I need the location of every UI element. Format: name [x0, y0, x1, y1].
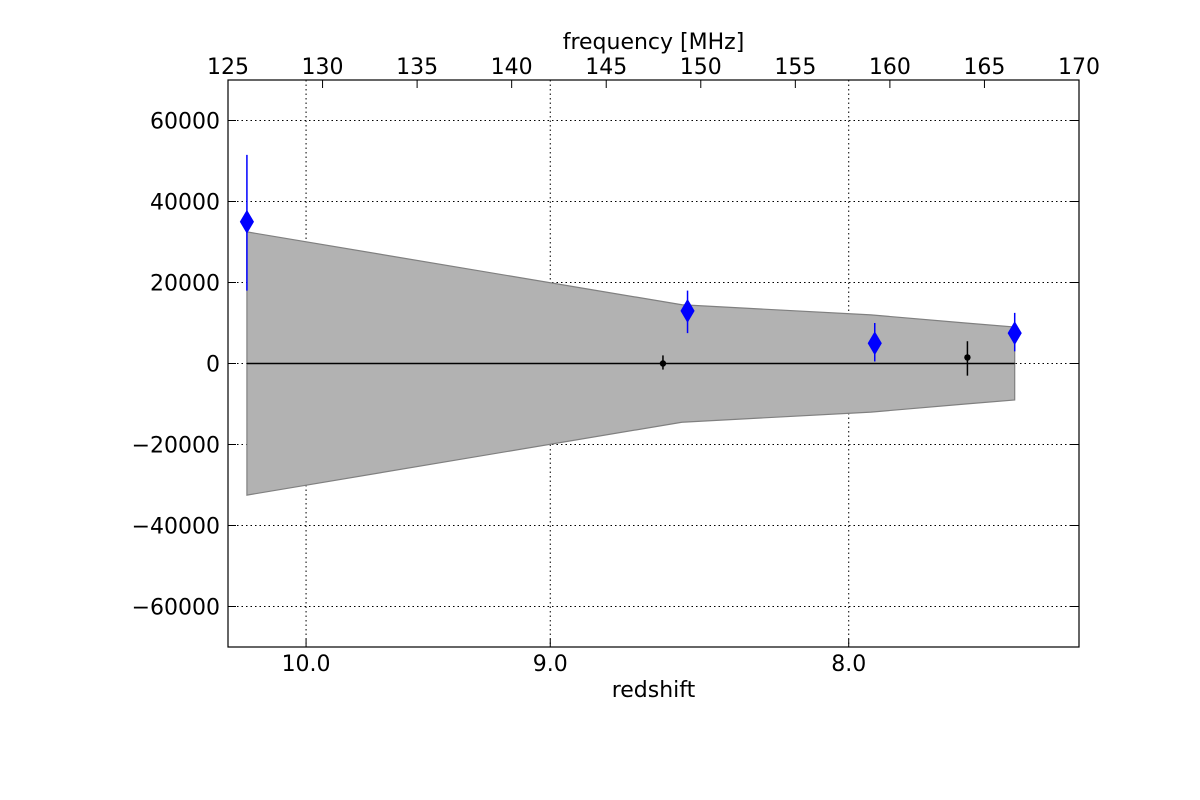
- data-point-dot: [964, 354, 971, 361]
- tick-layer: [227, 80, 1080, 647]
- top-tick-label: 160: [869, 55, 911, 80]
- top-tick-label: 145: [585, 55, 627, 80]
- top-tick-label: 155: [774, 55, 816, 80]
- bottom-tick-label: 9.0: [533, 652, 568, 677]
- bottom-axis-label: redshift: [612, 678, 696, 703]
- tick-label-layer: 60000 40000 20000 0 −20000 −40000 −60000 10.0 9.…: [132, 55, 1100, 677]
- y-tick-label: −20000: [132, 434, 220, 459]
- data-point-dot: [659, 360, 667, 367]
- top-tick-label: 170: [1058, 55, 1100, 80]
- top-tick-label: 130: [302, 55, 344, 80]
- top-tick-label: 125: [207, 55, 249, 80]
- data-point-diamond: [680, 298, 695, 323]
- y-tick-label: 60000: [150, 110, 220, 135]
- top-tick-label: 150: [680, 55, 722, 80]
- series-layer: [239, 154, 1022, 376]
- data-point-diamond: [239, 209, 254, 234]
- bottom-tick-label: 10.0: [282, 652, 331, 677]
- y-tick-label: 40000: [150, 191, 220, 216]
- top-tick-label: 140: [491, 55, 533, 80]
- top-axis-label: frequency [MHz]: [563, 30, 745, 55]
- data-point-diamond: [867, 331, 882, 356]
- top-tick-label: 165: [963, 55, 1005, 80]
- y-tick-label: 20000: [150, 272, 220, 297]
- y-tick-label: 0: [206, 353, 220, 378]
- y-tick-label: −60000: [132, 596, 220, 621]
- y-tick-label: −40000: [132, 515, 220, 540]
- top-tick-label: 135: [396, 55, 438, 80]
- bottom-tick-label: 8.0: [831, 652, 866, 677]
- data-point-diamond: [1007, 321, 1022, 346]
